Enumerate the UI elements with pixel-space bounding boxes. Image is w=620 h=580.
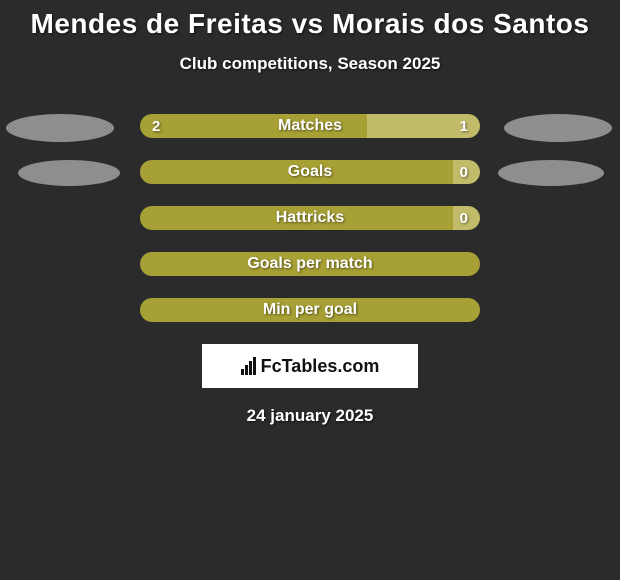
- subtitle: Club competitions, Season 2025: [0, 54, 620, 74]
- stat-bar-left: [140, 160, 453, 184]
- stat-bar: Goals0: [140, 160, 480, 184]
- stat-bar-left: [140, 252, 480, 276]
- stat-bar-left: [140, 298, 480, 322]
- page-title: Mendes de Freitas vs Morais dos Santos: [0, 8, 620, 40]
- date-label: 24 january 2025: [0, 406, 620, 426]
- stat-row: Matches21: [0, 114, 620, 138]
- stats-block: Matches21Goals0Hattricks0Goals per match…: [0, 114, 620, 322]
- comparison-card: Mendes de Freitas vs Morais dos Santos C…: [0, 0, 620, 426]
- stat-value-right: 0: [460, 210, 468, 227]
- stat-bar-left: [140, 114, 367, 138]
- stat-bar: Matches21: [140, 114, 480, 138]
- stat-bar: Min per goal: [140, 298, 480, 322]
- stat-row: Goals per match: [0, 252, 620, 276]
- stat-bar: Hattricks0: [140, 206, 480, 230]
- stat-value-left: 2: [152, 118, 160, 135]
- stat-value-right: 0: [460, 164, 468, 181]
- stat-bar-left: [140, 206, 453, 230]
- stat-bar: Goals per match: [140, 252, 480, 276]
- stat-row: Hattricks0: [0, 206, 620, 230]
- logo-text: FcTables.com: [261, 356, 380, 377]
- chart-icon: [241, 357, 257, 375]
- fctables-logo: FcTables.com: [202, 344, 418, 388]
- stat-row: Min per goal: [0, 298, 620, 322]
- stat-row: Goals0: [0, 160, 620, 184]
- stat-value-right: 1: [460, 118, 468, 135]
